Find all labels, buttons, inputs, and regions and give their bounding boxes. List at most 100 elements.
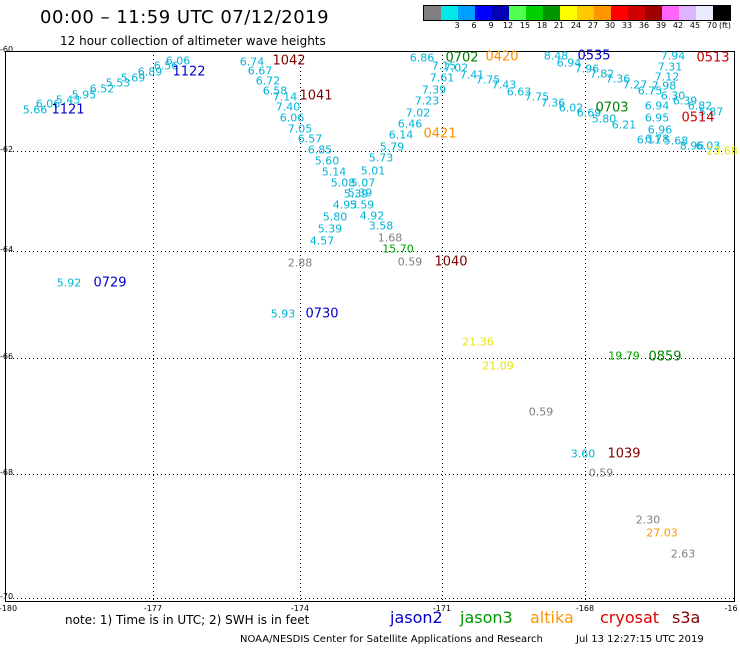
wave-height-label: 6.03: [695, 139, 721, 153]
pass-time-label: 0729: [93, 275, 127, 291]
scale-label: 27: [587, 21, 599, 30]
wave-height-label: 5.43: [55, 93, 81, 107]
wave-height-label: 6.39: [672, 94, 698, 108]
wave-height-label: 5.95: [71, 88, 97, 102]
wave-height-label: 7.43: [491, 78, 517, 92]
wave-height-label: 6.57: [297, 132, 323, 146]
color-swatch: [594, 6, 611, 20]
wave-height-label: 6.02: [558, 101, 584, 115]
wave-height-label: 5.01: [360, 164, 386, 178]
wave-height-label: 8.48: [543, 49, 569, 63]
wave-height-label: 15.70: [382, 242, 414, 256]
scale-label: 18: [536, 21, 548, 30]
wave-height-label: 6.94: [556, 56, 582, 70]
wave-height-label: 6.75: [637, 84, 663, 98]
longitude-tick-label: -168: [575, 604, 595, 613]
wave-height-label: 7.96: [574, 62, 600, 76]
wave-height-label: 6.14: [388, 128, 414, 142]
pass-time-label: 1121: [51, 102, 85, 118]
pass-time-label: 0702: [445, 50, 479, 66]
wave-height-label: 6.21: [611, 118, 637, 132]
color-swatch: [475, 6, 492, 20]
footer-timestamp: Jul 13 12:27:15 UTC 2019: [576, 634, 704, 645]
wave-height-label: 3.60: [570, 447, 596, 461]
pass-time-label: 1040: [434, 254, 468, 270]
color-swatch: [628, 6, 645, 20]
wave-height-label: 7.82: [589, 67, 615, 81]
satellite-legend-item: s3a: [672, 608, 701, 627]
wave-height-label: 7.02: [443, 61, 469, 75]
wave-height-label: 6.11: [636, 133, 662, 147]
wave-height-label: 5.07: [350, 176, 376, 190]
pass-time-label: 0513: [696, 50, 730, 66]
color-swatch: [526, 6, 543, 20]
wave-height-label: 21.09: [482, 359, 514, 373]
wave-height-label: 6.52: [89, 82, 115, 96]
satellite-legend-item: cryosat: [600, 608, 660, 627]
wave-height-label: 5.39: [317, 222, 343, 236]
wave-height-label: 6.69: [576, 106, 602, 120]
satellite-legend-item: altika: [530, 608, 574, 627]
color-swatch: [424, 6, 441, 20]
wave-height-label: 27.03: [646, 526, 678, 540]
wave-height-label: 6.67: [247, 64, 273, 78]
page-title: 00:00 – 11:59 UTC 07/12/2019: [40, 7, 330, 28]
wave-height-label: 5.53: [105, 76, 131, 90]
scale-label: 12: [502, 21, 514, 30]
color-swatch: [543, 6, 560, 20]
wave-height-label: 6.89: [137, 65, 163, 79]
longitude-tick-label: -180: [0, 604, 18, 613]
color-swatch: [679, 6, 696, 20]
wave-height-label: 7.36: [540, 96, 566, 110]
wave-height-label: 8.96: [679, 139, 705, 153]
wave-height-label: 7.75: [475, 73, 501, 87]
footer-credit: NOAA/NESDIS Center for Satellite Applica…: [240, 634, 543, 645]
wave-height-label: 6.46: [397, 117, 423, 131]
wave-height-label: 5.39: [347, 186, 373, 200]
wave-height-label: 6.78: [644, 132, 670, 146]
color-swatch: [611, 6, 628, 20]
longitude-tick-label: -16: [724, 604, 738, 613]
wave-height-label: 4.93: [332, 198, 358, 212]
map-frame: [5, 51, 735, 602]
wave-height-label: 7.40: [275, 100, 301, 114]
wave-height-label: 4.92: [359, 209, 385, 223]
color-swatch: [713, 6, 730, 20]
wave-height-label: 6.96: [647, 123, 673, 137]
wave-height-label: 5.69: [120, 71, 146, 85]
wave-height-label: 7.15: [431, 59, 457, 73]
wave-height-label: 5.80: [591, 112, 617, 126]
wave-height-label: 7.27: [622, 78, 648, 92]
color-swatch: [458, 6, 475, 20]
wave-height-label: 7.41: [459, 68, 485, 82]
wave-height-color-scale: [423, 5, 731, 21]
color-swatch: [509, 6, 526, 20]
wave-height-label: 5.39: [343, 187, 369, 201]
scale-label: 21: [553, 21, 565, 30]
pass-time-label: 0420: [485, 49, 519, 65]
wave-height-label: 6.85: [307, 143, 333, 157]
scale-label: 45: [689, 21, 701, 30]
altimeter-map: 5.66 6.06 5.43 5.95 6.52 5.53 5.69 6.89 6.56 6.06…: [5, 49, 738, 602]
wave-height-label: 6.86: [409, 51, 435, 65]
pass-time-label: 1042: [272, 53, 306, 69]
longitude-tick-label: -174: [290, 604, 310, 613]
wave-height-label: 7.31: [657, 60, 683, 74]
wave-height-label: 1.68: [377, 231, 403, 245]
wave-height-label: 5.93: [270, 307, 296, 321]
wave-height-label: 6.56: [153, 59, 179, 73]
footer-note: note: 1) Time is in UTC; 2) SWH is in fe…: [65, 613, 310, 627]
wave-height-label: 4.57: [309, 234, 335, 248]
pass-time-label: 1122: [172, 64, 206, 80]
scale-label: 33: [621, 21, 633, 30]
scale-label: 15: [519, 21, 531, 30]
wave-height-label: 5.79: [379, 140, 405, 154]
wave-height-label: 0.59: [588, 466, 614, 480]
wave-height-label: 5.68: [663, 134, 689, 148]
pass-time-label: 1039: [607, 446, 641, 462]
pass-time-label: 0703: [595, 100, 629, 116]
scale-label: 6: [471, 21, 477, 30]
wave-height-label: 7.23: [414, 94, 440, 108]
wave-height-scale-unit: (ft): [718, 21, 731, 30]
wave-height-label: 7.39: [421, 83, 447, 97]
